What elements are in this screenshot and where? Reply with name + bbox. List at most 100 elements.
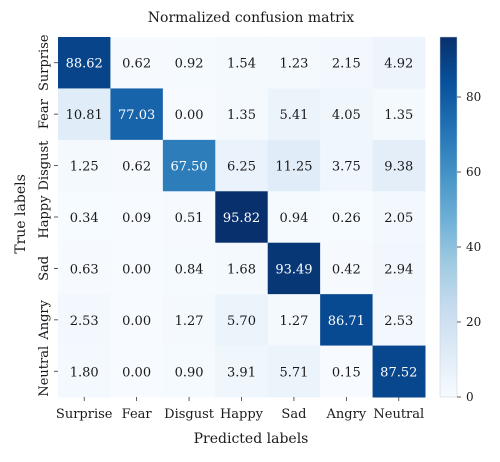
cell-value-label: 1.25 (70, 160, 99, 175)
heatmap-cell (110, 88, 164, 141)
cell-value-label: 2.53 (384, 314, 413, 329)
y-tick-label: Angry (37, 299, 52, 340)
cell-value-label: 5.71 (279, 365, 308, 380)
cell-value-label: 2.94 (384, 262, 413, 277)
cell-value-label: 88.62 (66, 57, 103, 72)
y-tick-label: Surprise (37, 34, 52, 91)
x-tick-label: Sad (281, 407, 306, 422)
cell-value-label: 6.25 (227, 160, 256, 175)
cell-value-label: 3.91 (227, 365, 256, 380)
cell-value-label: 0.92 (175, 57, 204, 72)
heatmap-cell (372, 139, 426, 192)
cell-value-label: 0.63 (70, 262, 99, 277)
heatmap-cell (162, 294, 216, 347)
cell-value-label: 0.62 (122, 57, 151, 72)
cell-value-label: 93.49 (275, 262, 312, 277)
heatmap-cell (215, 139, 269, 192)
cell-value-label: 0.34 (70, 211, 99, 226)
cell-value-label: 2.05 (384, 211, 413, 226)
x-axis-title: Predicted labels (194, 431, 309, 447)
cell-value-label: 87.52 (380, 365, 417, 380)
heatmap-cell (215, 88, 269, 141)
heatmap-cell (110, 191, 164, 244)
heatmap-cell (320, 294, 374, 347)
x-tick-label: Surprise (56, 407, 113, 422)
heatmap-cell (320, 191, 374, 244)
cell-value-label: 4.05 (332, 108, 361, 123)
y-axis-ticks: Surprise Fear Disgust Happy Sad Angry Neutral (37, 34, 58, 397)
colorbar-ticks: 0 20 40 60 80 (457, 90, 481, 404)
heatmap-cell (110, 37, 164, 89)
cell-value-label: 0.00 (122, 262, 151, 277)
y-tick-label: Disgust (37, 140, 52, 191)
heatmap-cell (162, 242, 216, 295)
cell-value-label: 86.71 (328, 314, 365, 329)
heatmap-cell-labels: 88.62 0.62 0.92 1.54 1.23 2.15 4.92 10.81 77.03 0… (66, 57, 418, 381)
y-tick-label: Fear (37, 98, 52, 129)
colorbar-tick-label: 20 (466, 315, 481, 329)
cell-value-label: 11.25 (275, 160, 312, 175)
heatmap-cell (110, 139, 164, 192)
cell-value-label: 0.94 (279, 211, 308, 226)
heatmap-cell (215, 242, 269, 295)
cell-value-label: 77.03 (118, 108, 155, 123)
cell-value-label: 0.09 (122, 211, 151, 226)
x-axis-ticks: Surprise Fear Disgust Happy Sad Angry Neutral (56, 397, 424, 422)
x-tick-label: Fear (122, 407, 153, 422)
heatmap-cell (162, 88, 216, 141)
heatmap-cell (372, 191, 426, 244)
heatmap-cell (162, 191, 216, 244)
cell-value-label: 1.27 (279, 314, 308, 329)
heatmap-cell (162, 345, 216, 398)
cell-value-label: 1.80 (70, 365, 99, 380)
heatmap-cell (58, 37, 111, 89)
heatmap-cell (372, 88, 426, 141)
cell-value-label: 2.15 (332, 57, 361, 72)
heatmap-cell (162, 139, 216, 192)
heatmap-cell (320, 37, 374, 89)
x-tick-label: Neutral (373, 407, 424, 422)
cell-value-label: 0.00 (175, 108, 204, 123)
cell-value-label: 0.15 (332, 365, 361, 380)
heatmap-cell (267, 88, 321, 141)
y-tick-label: Happy (37, 195, 52, 239)
heatmap-cell (267, 139, 321, 192)
cell-value-label: 9.38 (384, 160, 413, 175)
heatmap-cell (267, 37, 321, 89)
heatmap-cell (58, 139, 111, 192)
cell-value-label: 4.92 (384, 57, 413, 72)
heatmap-cell (58, 191, 111, 244)
heatmap-cell (58, 242, 111, 295)
heatmap-cell (215, 37, 269, 89)
heatmap-cell (215, 191, 269, 244)
heatmap-cells (58, 37, 426, 398)
y-tick-label: Neutral (37, 346, 52, 397)
heatmap-cell (372, 345, 426, 398)
cell-value-label: 0.62 (122, 160, 151, 175)
cell-value-label: 5.70 (227, 314, 256, 329)
heatmap-cell (372, 37, 426, 89)
heatmap-cell (320, 242, 374, 295)
heatmap-cell (110, 294, 164, 347)
heatmap-cell (320, 88, 374, 141)
colorbar-tick-label: 80 (466, 90, 481, 104)
x-tick-label: Disgust (164, 407, 215, 422)
heatmap-cell (58, 88, 111, 141)
cell-value-label: 3.75 (332, 160, 361, 175)
heatmap-cell (267, 242, 321, 295)
colorbar-tick-label: 40 (466, 240, 481, 254)
heatmap-cell (110, 345, 164, 398)
colorbar-tick-label: 60 (466, 165, 481, 179)
heatmap-cell (215, 294, 269, 347)
heatmap-cell (320, 139, 374, 192)
x-tick-label: Happy (220, 407, 264, 422)
heatmap-cell (372, 294, 426, 347)
cell-value-label: 0.90 (175, 365, 204, 380)
x-tick-label: Angry (326, 407, 367, 422)
heatmap-cell (110, 242, 164, 295)
heatmap-cell (162, 37, 216, 89)
colorbar (439, 36, 458, 398)
y-axis-title: True labels (13, 174, 29, 254)
cell-value-label: 0.26 (332, 211, 361, 226)
